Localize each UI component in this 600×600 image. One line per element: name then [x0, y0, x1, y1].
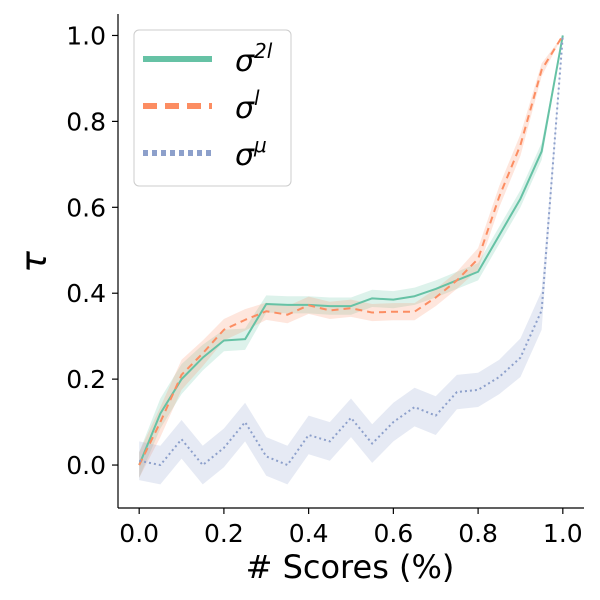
y-tick-label: 1.0: [66, 21, 106, 50]
legend: σ2l σl σμ: [133, 29, 292, 187]
x-tick-label: 0.2: [204, 519, 244, 548]
y-tick-label: 0.4: [66, 279, 106, 308]
y-tick-label: 0.8: [66, 107, 106, 136]
x-tick-label: 0.8: [458, 519, 498, 548]
legend-label-dotted: σμ: [235, 133, 267, 173]
x-tick-label: 0.4: [289, 519, 329, 548]
legend-frame: [133, 29, 292, 187]
x-tick-label: 0.0: [119, 519, 159, 548]
series-line-solid: [138, 35, 564, 466]
x-axis-label: # Scores (%): [246, 548, 455, 586]
axes: [117, 14, 584, 509]
y-axis-label: τ: [14, 251, 55, 273]
series-line-dashed: [138, 34, 564, 466]
x-tick-label: 1.0: [543, 519, 583, 548]
legend-label-dashed: σl: [235, 86, 260, 126]
series-lines: [138, 34, 564, 467]
y-tick-label: 0.2: [66, 365, 106, 394]
y-tick-label: 0.0: [66, 451, 106, 480]
x-tick-label: 0.6: [373, 519, 413, 548]
y-tick-label: 0.6: [66, 193, 106, 222]
legend-label-solid: σ2l: [235, 39, 273, 79]
ticks: 0.0 0.2 0.4 0.6 0.8 1.0 0.0 0.2 0.4 0.6 0.8 1.0: [66, 21, 582, 548]
